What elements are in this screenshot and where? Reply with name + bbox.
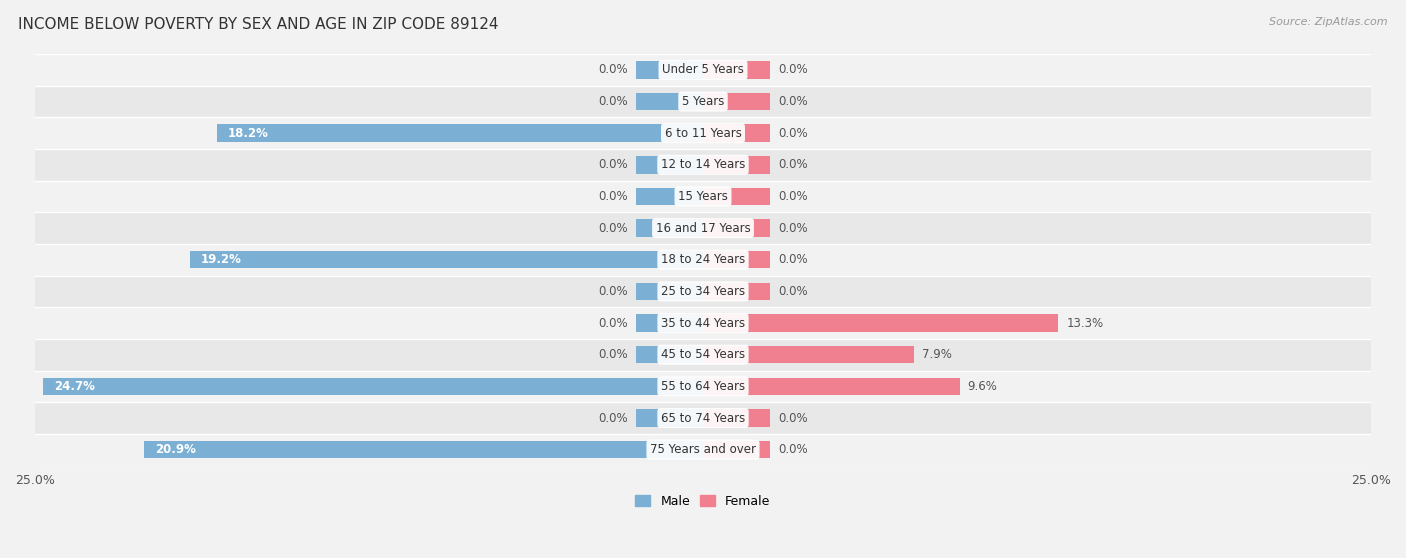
Text: 7.9%: 7.9% [922,348,952,361]
Text: 24.7%: 24.7% [53,380,94,393]
Bar [190,251,703,268]
Text: 18 to 24 Years: 18 to 24 Years [661,253,745,266]
FancyBboxPatch shape [35,212,1371,244]
FancyBboxPatch shape [35,307,1371,339]
FancyBboxPatch shape [35,276,1371,307]
Text: 15 Years: 15 Years [678,190,728,203]
Text: 5 Years: 5 Years [682,95,724,108]
Text: Under 5 Years: Under 5 Years [662,64,744,76]
Text: 0.0%: 0.0% [778,127,807,140]
Text: Source: ZipAtlas.com: Source: ZipAtlas.com [1270,17,1388,27]
FancyBboxPatch shape [35,86,1371,117]
Text: 0.0%: 0.0% [778,64,807,76]
FancyBboxPatch shape [35,117,1371,149]
Bar [703,378,959,395]
Text: 20.9%: 20.9% [155,443,195,456]
FancyBboxPatch shape [35,149,1371,181]
Text: 35 to 44 Years: 35 to 44 Years [661,316,745,330]
Bar [703,156,770,174]
Text: 0.0%: 0.0% [778,285,807,298]
Text: 0.0%: 0.0% [599,95,628,108]
Text: 65 to 74 Years: 65 to 74 Years [661,411,745,425]
Bar [703,61,770,79]
Bar [703,346,914,363]
Text: 0.0%: 0.0% [599,158,628,171]
Text: INCOME BELOW POVERTY BY SEX AND AGE IN ZIP CODE 89124: INCOME BELOW POVERTY BY SEX AND AGE IN Z… [18,17,499,32]
Text: 0.0%: 0.0% [599,222,628,234]
FancyBboxPatch shape [35,434,1371,465]
Bar [703,441,770,458]
Bar [636,314,703,332]
Text: 45 to 54 Years: 45 to 54 Years [661,348,745,361]
Bar [703,410,770,427]
Bar [636,188,703,205]
Bar [703,314,1059,332]
Text: 0.0%: 0.0% [778,443,807,456]
Bar [636,283,703,300]
Text: 13.3%: 13.3% [1066,316,1104,330]
Text: 0.0%: 0.0% [599,411,628,425]
Text: 0.0%: 0.0% [599,348,628,361]
FancyBboxPatch shape [35,181,1371,212]
FancyBboxPatch shape [35,371,1371,402]
Text: 0.0%: 0.0% [778,222,807,234]
Bar [636,219,703,237]
Text: 0.0%: 0.0% [778,253,807,266]
Text: 0.0%: 0.0% [599,316,628,330]
Text: 0.0%: 0.0% [778,411,807,425]
FancyBboxPatch shape [35,54,1371,86]
Text: 55 to 64 Years: 55 to 64 Years [661,380,745,393]
Legend: Male, Female: Male, Female [630,490,776,513]
Bar [703,188,770,205]
Bar [703,93,770,110]
Bar [44,378,703,395]
Bar [703,124,770,142]
Bar [145,441,703,458]
Bar [636,346,703,363]
Text: 9.6%: 9.6% [967,380,997,393]
Bar [703,283,770,300]
FancyBboxPatch shape [35,402,1371,434]
Text: 0.0%: 0.0% [778,95,807,108]
Text: 0.0%: 0.0% [778,190,807,203]
Bar [636,93,703,110]
Text: 18.2%: 18.2% [228,127,269,140]
Text: 0.0%: 0.0% [778,158,807,171]
Bar [217,124,703,142]
Bar [636,61,703,79]
Text: 12 to 14 Years: 12 to 14 Years [661,158,745,171]
Text: 25 to 34 Years: 25 to 34 Years [661,285,745,298]
Text: 0.0%: 0.0% [599,64,628,76]
FancyBboxPatch shape [35,244,1371,276]
Text: 6 to 11 Years: 6 to 11 Years [665,127,741,140]
Text: 75 Years and over: 75 Years and over [650,443,756,456]
Bar [636,156,703,174]
Text: 0.0%: 0.0% [599,285,628,298]
FancyBboxPatch shape [35,339,1371,371]
Text: 0.0%: 0.0% [599,190,628,203]
Bar [703,219,770,237]
Bar [636,410,703,427]
Bar [703,251,770,268]
Text: 16 and 17 Years: 16 and 17 Years [655,222,751,234]
Text: 19.2%: 19.2% [201,253,242,266]
